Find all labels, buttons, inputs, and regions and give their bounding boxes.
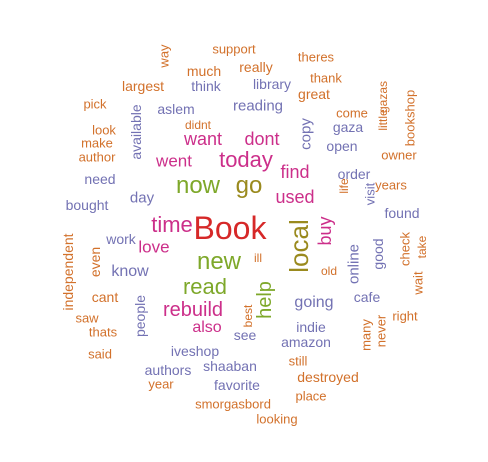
- cloud-word: great: [298, 86, 330, 102]
- cloud-word: never: [373, 314, 389, 348]
- cloud-word: iveshop: [170, 343, 220, 359]
- cloud-word: gaza: [332, 119, 364, 135]
- cloud-word: love: [138, 237, 170, 257]
- cloud-word: find: [280, 162, 310, 182]
- cloud-word: largest: [121, 78, 165, 94]
- cloud-word: looking: [256, 411, 298, 427]
- cloud-word: think: [191, 78, 221, 94]
- cloud-word: used: [275, 187, 315, 207]
- cloud-word: look: [92, 122, 116, 138]
- cloud-word: going: [294, 294, 334, 311]
- cloud-word: independent: [60, 233, 76, 311]
- cloud-word: library: [252, 76, 292, 92]
- cloud-word: smorgasbord: [195, 396, 271, 412]
- cloud-word: saw: [75, 310, 99, 326]
- cloud-word: favorite: [214, 377, 260, 393]
- cloud-word: years: [375, 177, 407, 193]
- cloud-word: way: [156, 44, 172, 68]
- cloud-word: now: [175, 172, 221, 199]
- cloud-word: need: [84, 171, 116, 187]
- cloud-word: local: [284, 219, 314, 273]
- cloud-word: come: [336, 105, 368, 121]
- cloud-word: place: [295, 388, 327, 404]
- cloud-word: help: [254, 281, 276, 319]
- cloud-word: open: [326, 138, 358, 154]
- cloud-word: also: [192, 319, 222, 336]
- cloud-word: pick: [83, 96, 107, 112]
- cloud-word: good: [370, 238, 386, 270]
- cloud-word: want: [183, 129, 223, 149]
- cloud-word: thats: [88, 324, 118, 340]
- cloud-word: day: [129, 189, 155, 207]
- cloud-word: Book: [193, 210, 267, 246]
- cloud-word: author: [78, 149, 116, 165]
- cloud-word: cafe: [353, 289, 381, 305]
- cloud-word: reading: [232, 97, 284, 115]
- cloud-word: went: [156, 151, 192, 171]
- cloud-word: new: [196, 248, 242, 275]
- cloud-word: old: [320, 264, 338, 278]
- cloud-word: available: [128, 104, 144, 160]
- cloud-word: wait: [410, 271, 426, 295]
- cloud-word: rebuild: [162, 299, 224, 321]
- cloud-word: best: [241, 304, 255, 328]
- cloud-word: didnt: [184, 118, 212, 132]
- cloud-word: authors: [144, 362, 192, 378]
- cloud-word: right: [392, 308, 418, 324]
- cloud-word: destroyed: [297, 369, 359, 385]
- cloud-word: really: [239, 59, 273, 75]
- cloud-word: know: [111, 263, 149, 280]
- cloud-word: aslem: [157, 101, 195, 117]
- cloud-word: bookshop: [402, 89, 418, 147]
- cloud-word: time: [151, 212, 193, 237]
- cloud-word: bought: [65, 197, 109, 213]
- cloud-word: theres: [297, 49, 335, 65]
- cloud-word: life: [337, 178, 351, 194]
- cloud-word: shaaban: [203, 358, 257, 374]
- cloud-word: thank: [310, 70, 342, 86]
- cloud-word: buy: [315, 216, 335, 246]
- cloud-word: copy: [297, 118, 315, 150]
- cloud-word: make: [81, 135, 113, 151]
- cloud-word: take: [415, 235, 429, 259]
- cloud-word: work: [106, 231, 136, 247]
- cloud-word: said: [88, 346, 112, 362]
- cloud-word: indie: [296, 319, 326, 335]
- cloud-word: still: [288, 353, 308, 369]
- cloud-word: read: [182, 274, 228, 299]
- cloud-word: order: [337, 166, 371, 182]
- cloud-word: much: [186, 63, 222, 79]
- cloud-word: check: [397, 232, 413, 266]
- cloud-word: ill: [254, 251, 262, 265]
- cloud-word: found: [384, 205, 420, 221]
- cloud-word: support: [212, 41, 256, 57]
- cloud-word: owner: [381, 147, 417, 163]
- cloud-word: year: [148, 376, 174, 392]
- cloud-word: people: [132, 294, 148, 338]
- cloud-word: even: [87, 246, 103, 278]
- cloud-word: gazas: [376, 80, 390, 114]
- cloud-word: online: [345, 243, 363, 285]
- cloud-word: amazon: [281, 334, 331, 350]
- cloud-word: go: [235, 172, 263, 199]
- cloud-word: many: [358, 319, 374, 351]
- cloud-word: see: [233, 327, 257, 343]
- cloud-word: cant: [91, 289, 119, 305]
- cloud-word: today: [219, 147, 273, 172]
- cloud-word: dont: [244, 129, 280, 149]
